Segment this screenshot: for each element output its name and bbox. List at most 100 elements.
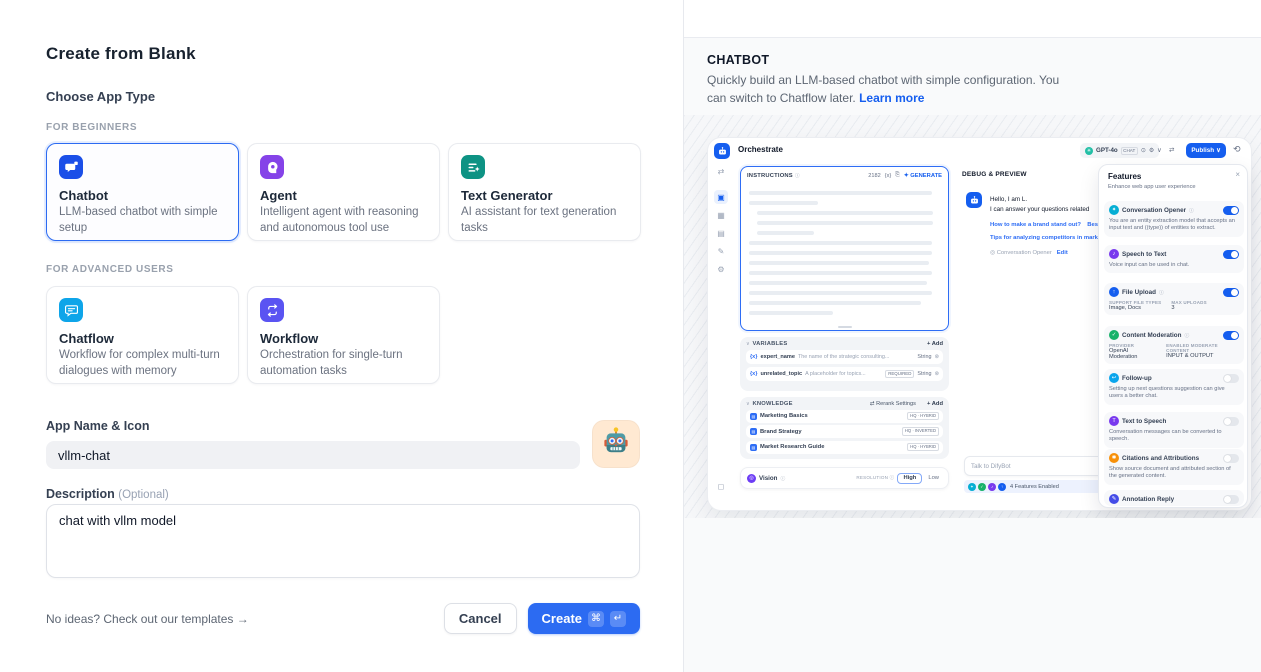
- modal-footer: No ideas? Check out our templates → Canc…: [46, 603, 640, 634]
- variable-icon: {x}: [750, 371, 758, 377]
- app-type-description: Intelligent agent with reasoning and aut…: [260, 206, 419, 234]
- resize-handle: [837, 326, 852, 328]
- close-icon: ×: [1235, 170, 1240, 179]
- learn-more-link[interactable]: Learn more: [859, 90, 925, 105]
- conversation-opener-row: ◎ Conversation Opener Edit: [990, 250, 1068, 256]
- features-enabled-row: ✦ ✓ ♪ ↑ 4 Features Enabled: [964, 480, 1104, 493]
- instructions-skeleton: [749, 191, 940, 321]
- annotation-reply-icon: ✎: [1109, 494, 1119, 504]
- app-type-name: Chatbot: [59, 188, 109, 203]
- edit-link: Edit: [1056, 250, 1068, 256]
- advanced-cards-row: Chatflow Workflow for complex multi-turn…: [46, 286, 440, 384]
- feature-content-moderation: ✓ Content Moderation ⓘ PROVIDER OpenAI Mo…: [1104, 326, 1244, 364]
- suggestion-row: How to make a brand stand out? Bes: [990, 222, 1098, 228]
- knowledge-row: ▤ Marketing Basics HQ · HYBRID: [746, 409, 943, 423]
- chevron-down-icon: ∨: [746, 341, 750, 347]
- preview-instructions-panel: INSTRUCTIONS ⓘ 2182 {x} ⎘ ✦ GENERATE: [740, 166, 949, 331]
- preview-app-title: Orchestrate: [738, 145, 783, 154]
- preview-screenshot-zone: Orchestrate ✳ GPT-4o CHAT ⊙ ⚙ ∨ ⇄ Publis…: [684, 115, 1261, 518]
- rail-note-icon: ✎: [717, 246, 725, 256]
- variable-icon: {x}: [750, 354, 758, 360]
- app-type-card-workflow[interactable]: Workflow Orchestration for single-turn a…: [247, 286, 440, 384]
- preview-description: Quickly build an LLM-based chatbot with …: [707, 73, 1060, 105]
- preview-heading: CHATBOT: [707, 53, 770, 67]
- enter-key-icon: ↵: [610, 610, 626, 627]
- toggle: [1223, 453, 1239, 463]
- feature-follow-up: ↩ Follow-up Setting up next questions su…: [1104, 369, 1244, 406]
- remove-icon: ⊗: [934, 354, 939, 360]
- follow-up-icon: ↩: [1109, 373, 1119, 383]
- robot-emoji-icon: [598, 424, 634, 465]
- knowledge-row: ▤ Market Research Guide HQ · HYBRID: [746, 440, 943, 454]
- app-type-card-text-generator[interactable]: Text Generator AI assistant for text gen…: [448, 143, 641, 241]
- info-icon: ⓘ: [794, 174, 800, 179]
- arrow-right-icon: →: [236, 611, 249, 626]
- model-provider-icon: ✳: [1085, 146, 1093, 155]
- suggestion-row: Tips for analyzing competitors in marke: [990, 235, 1098, 241]
- chatbot-icon: [59, 155, 83, 179]
- app-type-card-chatbot[interactable]: Chatbot LLM-based chatbot with simple se…: [46, 143, 239, 241]
- templates-link[interactable]: No ideas? Check out our templates →: [46, 611, 249, 626]
- rail-doc-icon: ▤: [717, 228, 725, 238]
- citations-icon: ✱: [1109, 453, 1119, 463]
- preview-panel-topbar: [684, 0, 1261, 38]
- moderation-mini-icon: ✓: [978, 482, 986, 491]
- app-type-card-agent[interactable]: Agent Intelligent agent with reasoning a…: [247, 143, 440, 241]
- beginner-cards-row: Chatbot LLM-based chatbot with simple se…: [46, 143, 641, 241]
- description-label: Description (Optional): [46, 487, 169, 501]
- chevron-down-icon: ∨: [746, 401, 750, 407]
- app-name-label: App Name & Icon: [46, 419, 150, 433]
- variable-token-icon: {x}: [884, 172, 892, 179]
- rail-gear-icon: ⚙: [717, 264, 725, 274]
- app-icon-picker[interactable]: [592, 420, 640, 468]
- feature-citations: ✱ Citations and Attributions Show source…: [1104, 449, 1244, 486]
- toggle: [1223, 416, 1239, 426]
- app-type-description: Workflow for complex multi-turn dialogue…: [59, 349, 220, 377]
- app-type-description: Orchestration for single-turn automation…: [260, 349, 403, 377]
- knowledge-row: ▤ Brand Strategy HQ · INVERTED: [746, 425, 943, 438]
- content-moderation-icon: ✓: [1109, 330, 1119, 340]
- toggle: [1223, 287, 1239, 297]
- toggle: [1223, 249, 1239, 259]
- bot-avatar-icon: [966, 192, 982, 208]
- app-name-input[interactable]: [46, 441, 580, 469]
- cmd-key-icon: ⌘: [588, 610, 604, 627]
- app-type-name: Workflow: [260, 331, 319, 346]
- info-icon: ⓘ: [780, 476, 786, 482]
- app-type-card-chatflow[interactable]: Chatflow Workflow for complex multi-turn…: [46, 286, 239, 384]
- choose-app-type-label: Choose App Type: [46, 89, 156, 104]
- page-title: Create from Blank: [46, 44, 196, 63]
- preview-knowledge-section: ∨ KNOWLEDGE ⇄ Rerank Settings + Add ▤ Ma…: [740, 397, 949, 459]
- add-variable-button: + Add: [926, 341, 943, 347]
- conversation-opener-mini-icon: ✦: [968, 482, 976, 491]
- model-name: GPT-4o: [1096, 147, 1118, 154]
- chevron-down-icon: ∨: [1216, 147, 1221, 154]
- agent-icon: [260, 155, 284, 179]
- text-generator-icon: [461, 155, 485, 179]
- rail-orchestrate-icon: ▣: [714, 190, 728, 204]
- variable-row: {x} unrelated_topic A placeholder for to…: [746, 367, 943, 381]
- char-count: 2182: [868, 172, 881, 179]
- file-mini-icon: ↑: [998, 482, 1006, 491]
- feature-file-upload: ↑ File Upload ⓘ SUPPORT FILE TYPES Image,…: [1104, 283, 1244, 315]
- preview-vision-row: ◎ Vision ⓘ RESOLUTION ⓘ High Low: [740, 467, 949, 489]
- chevron-down-icon: ∨: [1157, 147, 1162, 154]
- tune-icon: ⇄: [869, 401, 875, 407]
- remove-icon: ⊗: [934, 371, 939, 377]
- rail-image-icon: ▦: [717, 210, 725, 220]
- info-icon: ⓘ: [1158, 290, 1164, 296]
- preview-app-icon: [714, 143, 730, 159]
- cancel-button[interactable]: Cancel: [443, 603, 517, 634]
- chatflow-icon: [59, 298, 83, 322]
- description-textarea[interactable]: chat with vllm model: [46, 504, 640, 578]
- for-advanced-users-label: FOR ADVANCED USERS: [46, 264, 174, 275]
- target-icon: ◎: [990, 250, 996, 256]
- app-type-description: LLM-based chatbot with simple setup: [59, 206, 218, 234]
- retrieval-badge: HQ · HYBRID: [907, 442, 939, 452]
- optional-suffix: (Optional): [118, 489, 169, 501]
- preview-variables-section: ∨ VARIABLES + Add {x} expert_name The na…: [740, 337, 949, 391]
- doc-icon: ▤: [750, 412, 757, 420]
- create-button[interactable]: Create ⌘ ↵: [527, 603, 640, 634]
- app-type-name: Chatflow: [59, 331, 114, 346]
- history-icon: ⟲: [1233, 144, 1241, 154]
